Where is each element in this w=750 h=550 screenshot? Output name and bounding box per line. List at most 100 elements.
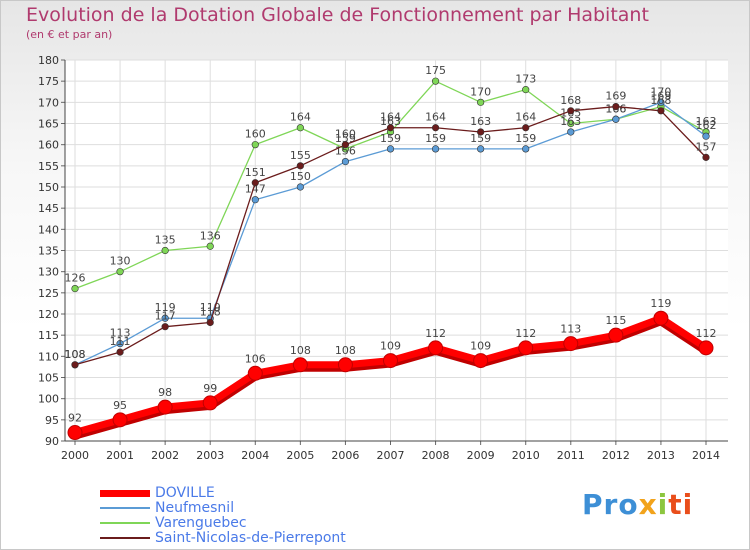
data-point <box>71 285 79 293</box>
data-label: 126 <box>65 272 86 285</box>
y-tick-label: 135 <box>38 245 59 258</box>
x-tick-label: 2000 <box>61 449 89 462</box>
data-label: 163 <box>470 115 491 128</box>
y-tick-label: 130 <box>38 266 59 279</box>
x-tick-label: 2011 <box>557 449 585 462</box>
legend-label: Neufmesnil <box>155 500 235 516</box>
data-point <box>428 340 444 356</box>
data-point <box>157 399 173 415</box>
data-point <box>518 340 534 356</box>
data-label: 164 <box>380 111 401 124</box>
legend-label: Saint-Nicolas-de-Pierrepont <box>155 530 346 546</box>
data-label: 130 <box>110 255 131 268</box>
data-label: 109 <box>470 340 491 353</box>
data-point <box>657 107 665 115</box>
y-tick-label: 175 <box>38 75 59 88</box>
data-label: 159 <box>425 132 446 145</box>
data-point <box>67 425 83 441</box>
y-tick-label: 150 <box>38 181 59 194</box>
data-point <box>702 132 710 140</box>
data-point <box>612 115 620 123</box>
data-label: 118 <box>200 305 221 318</box>
data-point <box>522 145 530 153</box>
data-label: 160 <box>335 128 356 141</box>
data-point <box>71 361 79 369</box>
data-point <box>563 336 579 352</box>
x-tick-label: 2007 <box>377 449 405 462</box>
data-point <box>386 145 395 153</box>
data-point <box>296 183 304 191</box>
x-tick-label: 2001 <box>106 449 134 462</box>
data-label: 150 <box>290 170 311 183</box>
data-point <box>567 119 575 128</box>
data-label: 151 <box>245 166 266 179</box>
data-label: 163 <box>560 115 581 128</box>
data-label: 112 <box>515 327 536 340</box>
y-tick-label: 90 <box>45 435 59 448</box>
data-point <box>383 353 398 369</box>
y-tick-label: 100 <box>38 393 59 406</box>
chart-title: Evolution de la Dotation Globale de Fonc… <box>26 4 649 26</box>
data-point <box>206 242 214 250</box>
x-tick-label: 2005 <box>286 449 314 462</box>
data-label: 168 <box>560 94 581 107</box>
data-label: 119 <box>650 297 671 310</box>
y-tick-label: 125 <box>38 287 59 300</box>
data-point <box>431 124 440 132</box>
data-label: 98 <box>158 386 172 399</box>
legend-swatch <box>100 537 150 539</box>
brand-part-3: i <box>657 488 669 521</box>
data-label: 155 <box>290 149 311 162</box>
data-label: 99 <box>203 382 217 395</box>
data-point <box>702 153 710 161</box>
data-label: 108 <box>290 344 311 357</box>
data-point <box>112 412 128 428</box>
legend-swatch <box>100 490 150 497</box>
y-tick-label: 110 <box>38 350 59 363</box>
data-label: 170 <box>470 85 491 98</box>
data-label: 112 <box>696 327 717 340</box>
chart-subtitle: (en € et par an) <box>26 28 113 41</box>
data-label: 157 <box>696 140 717 153</box>
data-point <box>296 162 304 170</box>
data-point <box>206 318 214 327</box>
x-tick-label: 2012 <box>602 449 630 462</box>
data-point <box>477 98 485 106</box>
legend-label: DOVILLE <box>155 485 215 501</box>
x-tick-label: 2006 <box>331 449 359 462</box>
data-point <box>161 246 169 255</box>
data-point <box>341 158 350 166</box>
y-tick-label: 140 <box>38 223 59 236</box>
data-label: 113 <box>110 327 131 340</box>
data-label: 159 <box>515 132 536 145</box>
y-tick-label: 120 <box>38 308 59 321</box>
data-label: 136 <box>200 229 221 242</box>
data-point <box>161 323 169 331</box>
data-label: 108 <box>65 348 86 361</box>
y-tick-label: 165 <box>38 118 59 131</box>
data-label: 119 <box>155 301 176 314</box>
y-tick-label: 155 <box>38 160 59 173</box>
x-tick-label: 2004 <box>241 449 269 462</box>
data-label: 159 <box>380 132 401 145</box>
data-point <box>251 179 259 187</box>
data-label: 170 <box>650 85 671 98</box>
data-point <box>251 196 259 204</box>
y-tick-label: 115 <box>38 329 59 342</box>
y-tick-label: 105 <box>38 372 59 385</box>
data-label: 169 <box>605 90 626 103</box>
data-point <box>567 107 575 115</box>
data-label: 108 <box>335 344 356 357</box>
data-point <box>477 128 485 136</box>
data-point <box>612 102 620 111</box>
data-point <box>473 353 489 369</box>
legend-swatch <box>100 507 150 509</box>
data-point <box>292 357 308 373</box>
data-label: 109 <box>380 340 401 353</box>
data-point <box>116 340 124 348</box>
data-label: 92 <box>68 412 82 425</box>
data-label: 147 <box>245 183 266 196</box>
data-label: 162 <box>696 119 717 132</box>
data-label: 115 <box>605 314 626 327</box>
data-label: 163 <box>380 115 401 128</box>
